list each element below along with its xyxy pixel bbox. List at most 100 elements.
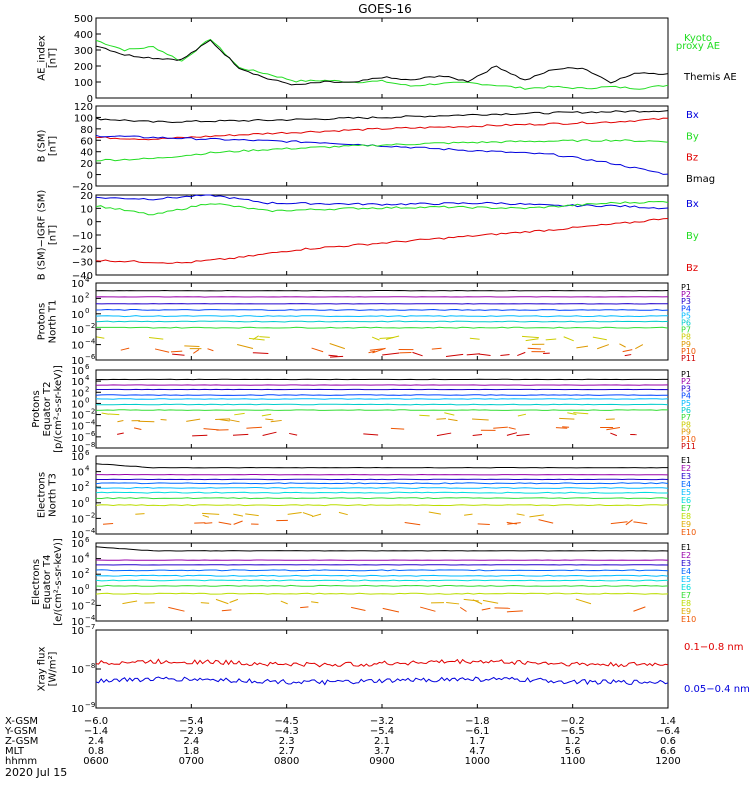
x-axis-value: 2.1 xyxy=(374,736,390,747)
flux-line-p5 xyxy=(95,315,669,318)
y-tick-label: 10 xyxy=(71,422,84,433)
flux-segment-e9 xyxy=(311,601,319,604)
flux-line-e1 xyxy=(95,546,669,552)
series-line-by xyxy=(95,139,669,162)
y-tick-label: 10 xyxy=(71,555,84,566)
y-tick-exponent: 6 xyxy=(85,363,90,371)
flux-segment-e9 xyxy=(516,513,525,516)
y-tick-exponent: 0 xyxy=(85,496,89,504)
y-tick-exponent: −7 xyxy=(85,623,95,631)
flux-segment-p8 xyxy=(567,412,577,415)
panel-3: B (SM)−IGRF (SM) [nT] 20 10 0 −10 −20 −30 −40 Bx B… xyxy=(37,190,699,282)
flux-segment-e9 xyxy=(135,513,145,515)
flux-segment-p9 xyxy=(635,344,644,350)
flux-segment-p10 xyxy=(120,347,130,351)
legend-label: 0.1−0.8 nm xyxy=(684,642,743,653)
channel-label-p8: P8 xyxy=(681,333,691,342)
flux-segment-e10 xyxy=(506,521,517,525)
panel-7: Electrons Equator T4 [e/(cm²-s-sr-keV)] 10 6… xyxy=(31,536,696,628)
flux-segment-e9 xyxy=(280,600,288,605)
flux-segment-p11 xyxy=(517,351,526,357)
flux-segment-e10 xyxy=(538,519,554,524)
y-tick-label: 10 xyxy=(71,411,84,422)
legend-label: Bz xyxy=(686,153,698,164)
y-tick-exponent: 2 xyxy=(85,480,89,488)
channel-label-p4: P4 xyxy=(681,304,691,313)
flux-segment-p11 xyxy=(445,353,464,358)
channel-label-e1: E1 xyxy=(681,456,691,465)
channel-label-e3: E3 xyxy=(681,472,691,481)
x-axis-value: 0.8 xyxy=(88,746,104,757)
channel-label-p5: P5 xyxy=(681,311,691,320)
flux-line-p5 xyxy=(95,398,669,400)
channel-label-p1: P1 xyxy=(681,370,691,379)
y-axis-label: Equator T4 xyxy=(42,555,53,610)
channel-label-e6: E6 xyxy=(681,583,691,592)
y-tick-exponent: 0 xyxy=(85,307,89,315)
flux-segment-p8 xyxy=(108,413,120,416)
y-tick-label: 200 xyxy=(74,62,93,73)
panel-frame xyxy=(95,542,669,622)
y-tick-label: 10 xyxy=(71,279,84,290)
y-tick-exponent: 4 xyxy=(85,374,90,382)
flux-segment-e9 xyxy=(575,598,592,605)
y-tick-label: 400 xyxy=(74,30,93,41)
flux-line-p7 xyxy=(95,409,669,411)
flux-segment-e9 xyxy=(482,599,499,604)
flux-segment-e10 xyxy=(420,606,436,612)
flux-segment-p11 xyxy=(516,433,530,437)
y-tick-label: −20 xyxy=(72,182,93,193)
flux-segment-p8 xyxy=(419,414,430,417)
y-tick-label: 10 xyxy=(71,325,84,336)
channel-label-e4: E4 xyxy=(681,567,691,576)
flux-segment-p11 xyxy=(382,352,400,356)
y-tick-label: 0 xyxy=(87,94,93,105)
flux-segment-p11 xyxy=(232,433,249,436)
flux-segment-p8 xyxy=(545,338,557,341)
flux-line-e8 xyxy=(95,504,669,507)
flux-segment-p9 xyxy=(447,418,458,422)
y-tick-label: 10 xyxy=(71,433,84,444)
flux-segment-e9 xyxy=(428,511,441,515)
flux-segment-p11 xyxy=(328,354,338,357)
flux-segment-p9 xyxy=(329,343,345,350)
plot-title: GOES-16 xyxy=(358,2,412,16)
y-tick-label: 300 xyxy=(74,46,93,57)
y-tick-exponent: 4 xyxy=(85,276,90,284)
flux-segment-e10 xyxy=(477,523,490,525)
panel-5: Protons Equator T2 [p/(cm²-s-sr-keV)] 10 610… xyxy=(31,363,696,455)
flux-segment-p10 xyxy=(527,347,541,350)
channel-label-p2: P2 xyxy=(681,290,691,299)
flux-segment-e10 xyxy=(382,607,400,613)
flux-segment-p10 xyxy=(311,347,324,353)
flux-line-p6 xyxy=(95,403,669,406)
y-tick-exponent: 2 xyxy=(85,291,89,299)
channel-label-p7: P7 xyxy=(681,413,691,422)
flux-segment-p9 xyxy=(436,418,446,420)
channel-label-e9: E9 xyxy=(681,607,691,616)
channel-label-p3: P3 xyxy=(681,384,691,393)
flux-segment-p9 xyxy=(576,345,589,349)
channel-label-p5: P5 xyxy=(681,399,691,408)
flux-line-e7 xyxy=(95,584,669,587)
flux-segment-p9 xyxy=(117,419,124,423)
y-tick-label: 10 xyxy=(71,483,84,494)
channel-label-e2: E2 xyxy=(681,551,691,560)
y-tick-label: 500 xyxy=(74,14,93,25)
flux-line-p4 xyxy=(95,308,669,311)
y-axis-label: [nT] xyxy=(48,225,59,245)
channel-label-e9: E9 xyxy=(681,520,691,529)
y-tick-exponent: 4 xyxy=(85,465,90,473)
channel-label-e4: E4 xyxy=(681,480,691,489)
y-tick-label: 100 xyxy=(74,113,93,124)
flux-segment-e10 xyxy=(404,522,421,526)
flux-segment-p10 xyxy=(246,426,262,429)
channel-label-e10: E10 xyxy=(681,528,696,537)
flux-line-e6 xyxy=(95,491,668,494)
flux-segment-p11 xyxy=(172,353,185,356)
x-row-label: MLT xyxy=(5,746,25,757)
y-tick-exponent: −4 xyxy=(85,419,96,427)
legend-label: Bz xyxy=(686,263,698,274)
series-line-kyoto-proxy-ae xyxy=(95,38,669,90)
